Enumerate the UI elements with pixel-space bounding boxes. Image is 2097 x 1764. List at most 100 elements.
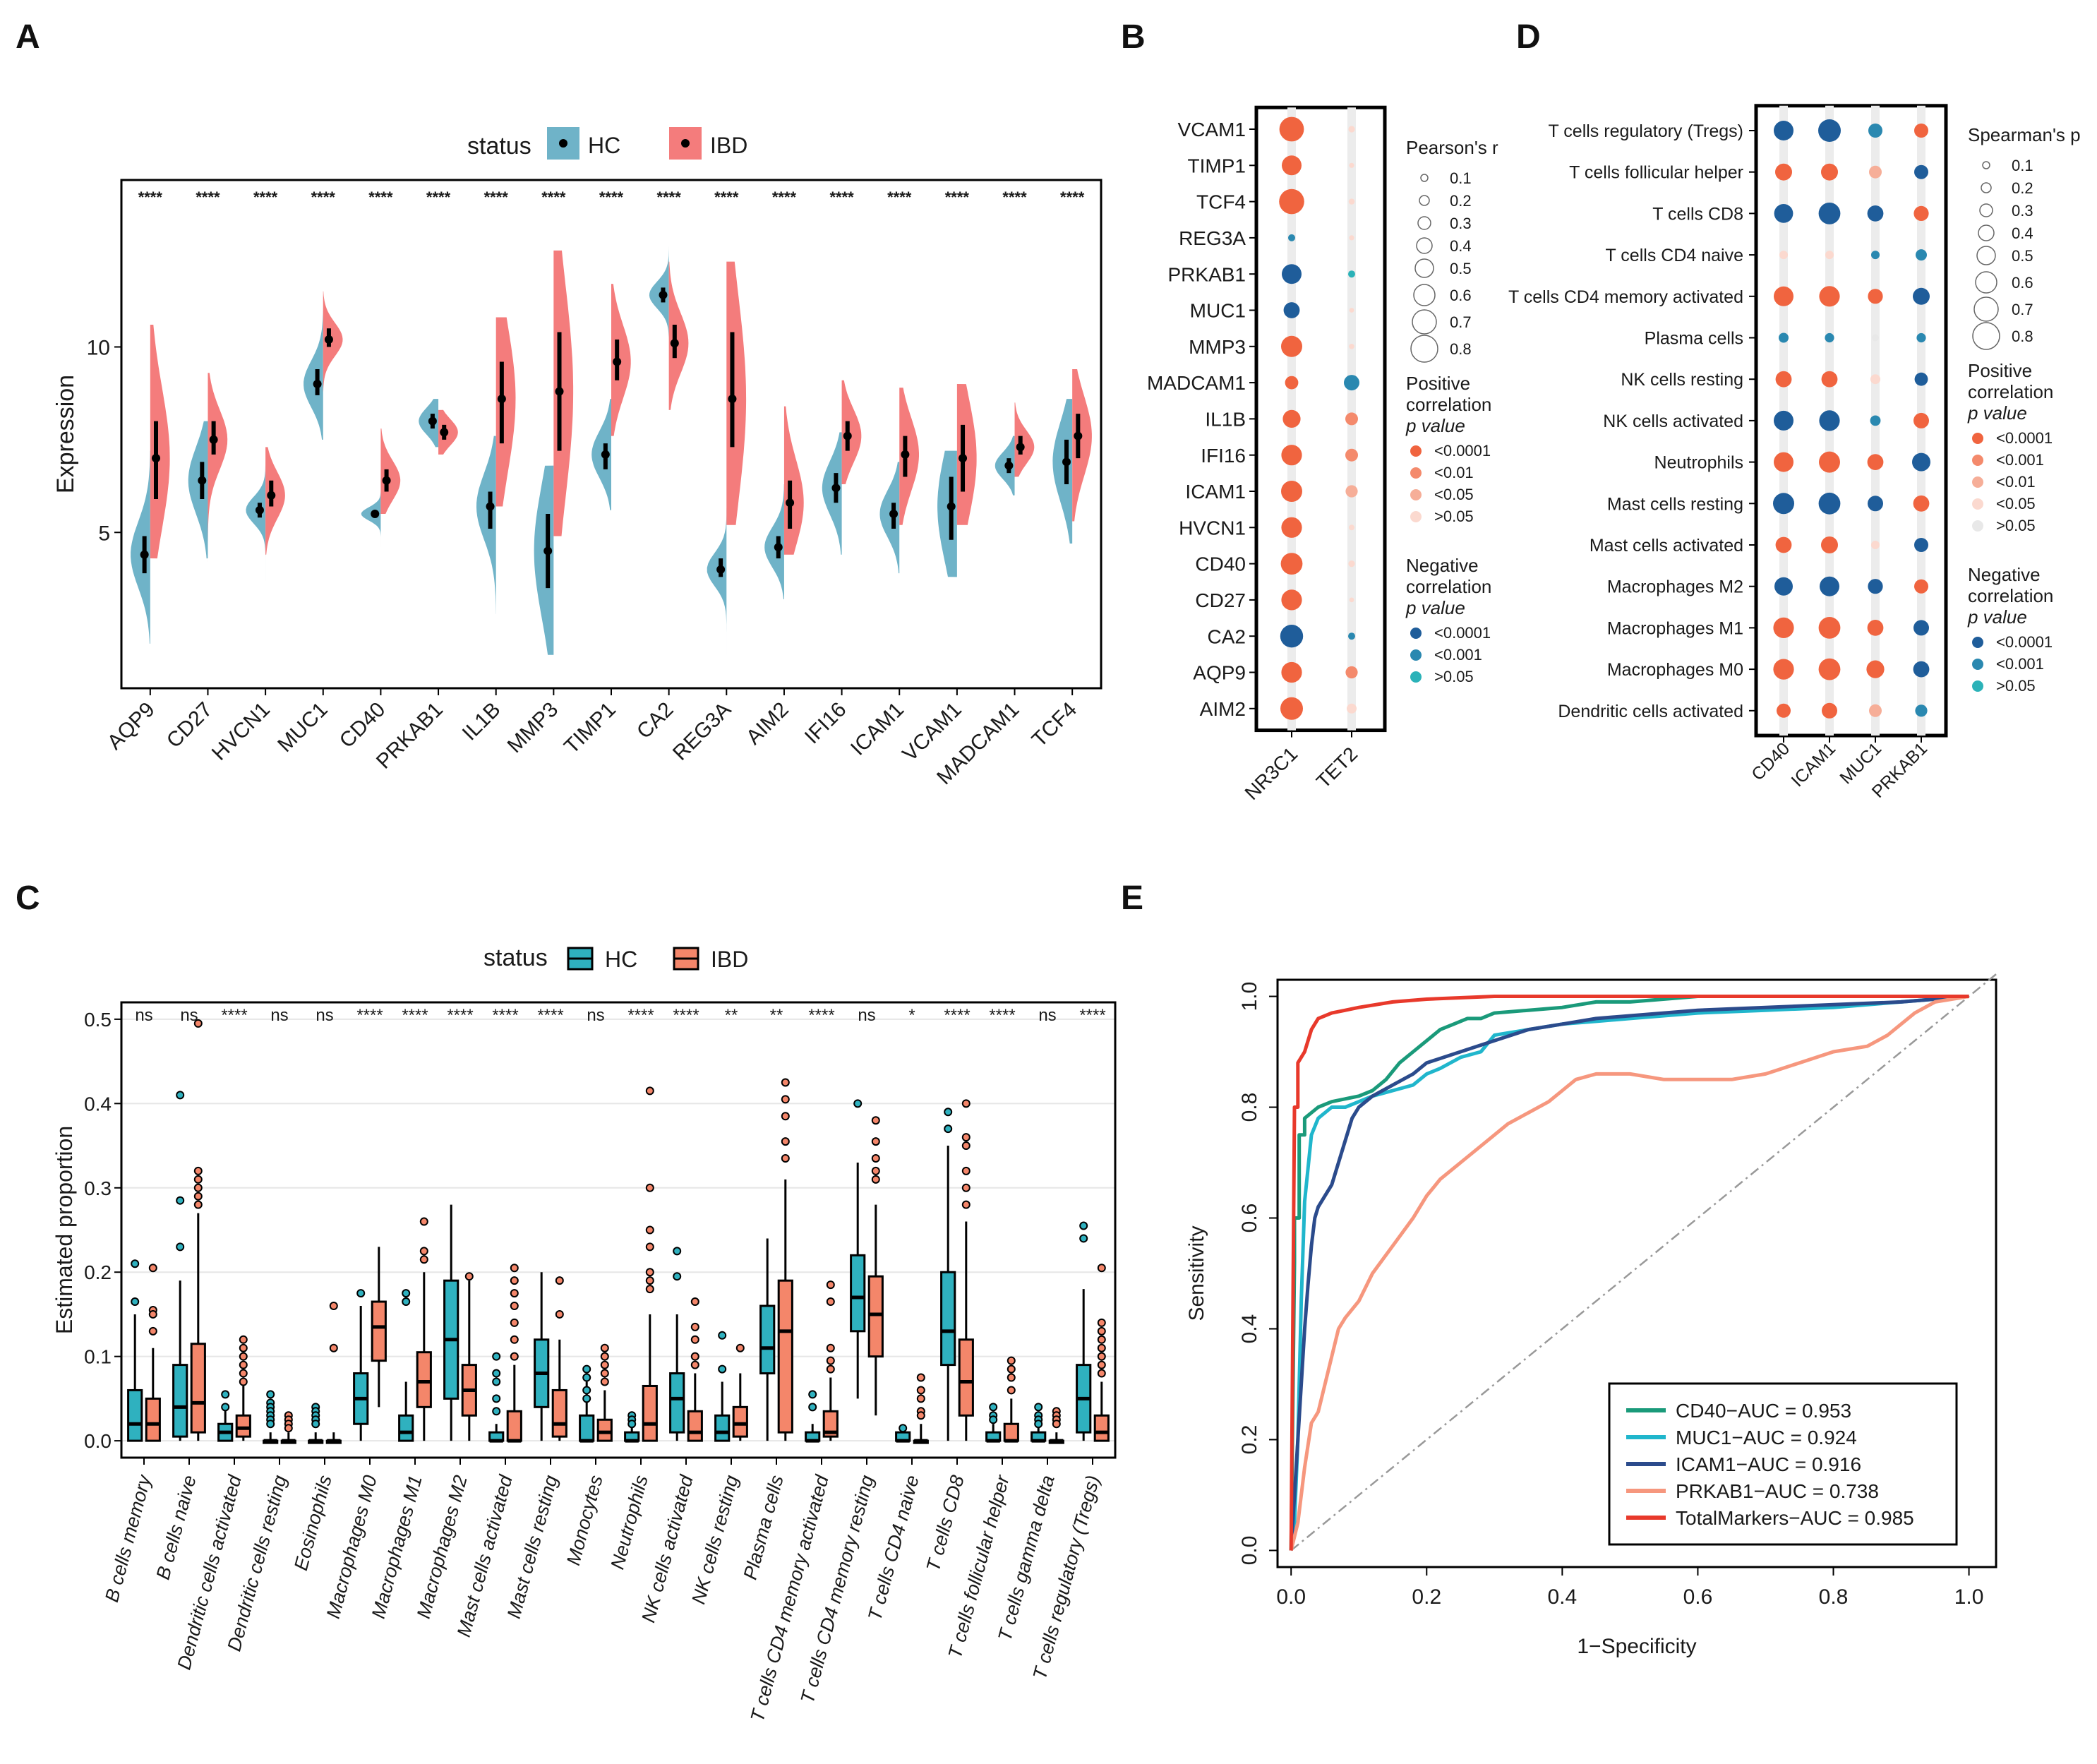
box-ibd-mast-cells-activated xyxy=(506,1410,522,1442)
outlier-hc-mast-cells-activated-2 xyxy=(492,1377,501,1386)
positive-legend-dot-0 xyxy=(1410,445,1422,457)
outlier-ibd-mast-cells-activated-2 xyxy=(510,1289,519,1298)
x-tick-label-b-cells-memory: B cells memory xyxy=(101,1472,155,1604)
outlier-hc-mast-cells-activated-0 xyxy=(492,1352,501,1361)
y-tick-label: 0.4 xyxy=(1238,1314,1261,1344)
roc-curve-prkab1 xyxy=(1289,995,1970,1552)
median-ibd-prkab1 xyxy=(440,428,449,437)
dot-madcam1-tet2 xyxy=(1344,375,1359,391)
median-hc-madcam1 xyxy=(1004,461,1014,470)
outlier-ibd-eosinophils-1 xyxy=(329,1343,338,1352)
outlier-ibd-t-cells-cd4-memory-resting-1 xyxy=(871,1137,880,1146)
significance-macrophages-m2: **** xyxy=(447,1006,473,1025)
x-tick-label-nk-cells-resting: NK cells resting xyxy=(687,1473,743,1607)
dot-timp1-nr3c1 xyxy=(1282,155,1302,176)
panel-b-letter: B xyxy=(1121,18,1146,56)
dot-macrophages-m1-muc1 xyxy=(1867,620,1884,636)
significance-dendritic-cells-activated: **** xyxy=(221,1006,247,1025)
outlier-ibd-plasma-cells-4 xyxy=(781,1153,790,1163)
box-ibd-t-cells-cd8 xyxy=(958,1338,974,1417)
violin-hc-muc1 xyxy=(304,294,323,440)
size-legend-circle-6 xyxy=(1973,296,1999,322)
dot-tcf4-nr3c1 xyxy=(1279,188,1304,215)
violin-hc-hvcn1 xyxy=(246,462,266,581)
significance-timp1: **** xyxy=(599,188,624,206)
violin-ibd-cd27 xyxy=(208,373,228,563)
box-ibd-plasma-cells xyxy=(777,1279,793,1434)
median-ibd-timp1 xyxy=(613,357,622,366)
dot-vcam1-tet2 xyxy=(1348,126,1355,133)
dot-nk-cells-activated-cd40 xyxy=(1774,410,1793,431)
positive-legend-title-2: p value xyxy=(1405,415,1465,436)
row-label-dendritic-cells-activated: Dendritic cells activated xyxy=(1558,702,1743,721)
median-hc-reg3a xyxy=(716,565,726,574)
median-hc-mmp3 xyxy=(543,546,553,556)
box-hc-b-cells-naive xyxy=(172,1364,188,1438)
row-label-plasma-cells: Plasma cells xyxy=(1645,329,1743,349)
dot-macrophages-m0-icam1 xyxy=(1818,658,1841,680)
outlier-ibd-t-cells-regulatory-tregs-2 xyxy=(1097,1326,1106,1336)
violin-ibd-cd40 xyxy=(380,428,401,514)
outlier-ibd-t-cells-cd4-memory-resting-4 xyxy=(871,1175,880,1184)
dot-macrophages-m1-icam1 xyxy=(1818,617,1841,639)
dot-mast-cells-activated-muc1 xyxy=(1871,541,1880,549)
dot-hvcn1-tet2 xyxy=(1349,524,1354,531)
outlier-ibd-monocytes-2 xyxy=(600,1360,609,1369)
significance-dendritic-cells-resting: ns xyxy=(270,1006,288,1025)
size-legend-circle-0 xyxy=(1982,161,1990,169)
size-legend-label-3: 0.4 xyxy=(2012,224,2033,242)
roc-curve-muc1 xyxy=(1289,995,1969,1551)
size-legend-circle-1 xyxy=(1419,195,1430,206)
row-label-vcam1: VCAM1 xyxy=(1178,119,1246,140)
outlier-ibd-mast-cells-resting-0 xyxy=(555,1276,564,1285)
outlier-hc-t-cells-follicular-helper-2 xyxy=(989,1415,998,1424)
box-ibd-t-cells-cd4-memory-activated xyxy=(822,1410,839,1438)
y-tick-label: 0.1 xyxy=(84,1346,112,1368)
y-tick-label: 0.0 xyxy=(1238,1536,1261,1566)
outlier-ibd-neutrophils-1 xyxy=(645,1183,654,1192)
panel-e-roc-chart: 0.0 0.2 0.4 0.6 0.8 1.0 0.0 0.2 0.4 0.6 0.8 1.0 1−Sp… xyxy=(1185,973,1997,1658)
positive-legend-title-2: p value xyxy=(1967,402,2027,424)
x-tick-label-monocytes: Monocytes xyxy=(563,1473,607,1568)
outlier-ibd-t-cells-follicular-helper-0 xyxy=(1007,1356,1016,1365)
roc-curve-totalmarkers xyxy=(1289,995,1969,1551)
outlier-hc-t-cells-cd4-memory-resting-0 xyxy=(853,1099,863,1108)
significance-aqp9: **** xyxy=(138,188,163,206)
y-tick-label: 0.2 xyxy=(1238,1425,1261,1455)
violin-ibd-reg3a xyxy=(726,261,747,525)
row-label-mast-cells-activated: Mast cells activated xyxy=(1590,536,1743,556)
positive-legend-label-3: >0.05 xyxy=(1434,508,1474,525)
outlier-hc-dendritic-cells-activated-1 xyxy=(221,1403,230,1412)
dot-macrophages-m1-cd40 xyxy=(1773,617,1794,639)
outlier-ibd-plasma-cells-0 xyxy=(781,1078,790,1087)
violin-ibd-muc1 xyxy=(323,291,343,392)
dot-t-cells-cd8-cd40 xyxy=(1774,204,1793,223)
dot-mast-cells-resting-cd40 xyxy=(1773,493,1794,515)
violin-hc-aim2 xyxy=(764,484,784,599)
negative-legend-label-0: <0.0001 xyxy=(1434,624,1491,642)
positive-legend-dot-1 xyxy=(1410,467,1422,479)
outlier-ibd-b-cells-naive-3 xyxy=(193,1183,203,1192)
significance-ifi16: **** xyxy=(829,188,854,206)
x-tick-label-b-cells-naive: B cells naive xyxy=(152,1473,200,1582)
median-ibd-icam1 xyxy=(901,450,910,459)
row-label-prkab1: PRKAB1 xyxy=(1168,263,1246,285)
outlier-ibd-b-cells-naive-4 xyxy=(193,1192,203,1201)
significance-muc1: **** xyxy=(311,188,336,206)
outlier-ibd-t-cells-cd4-memory-activated-4 xyxy=(826,1364,835,1374)
dot-vcam1-nr3c1 xyxy=(1279,116,1304,142)
x-tick-label-il1b: IL1B xyxy=(458,698,505,745)
dot-nk-cells-resting-cd40 xyxy=(1775,371,1792,388)
dot-nk-cells-resting-icam1 xyxy=(1821,371,1838,388)
violin-ibd-ifi16 xyxy=(841,380,862,484)
outlier-hc-nk-cells-resting-0 xyxy=(718,1331,727,1340)
negative-legend-title-0: Negative xyxy=(1406,555,1479,576)
dot-t-cells-cd4-memory-activated-prkab1 xyxy=(1913,287,1930,305)
x-tick-label-aim2: AIM2 xyxy=(742,698,793,750)
column-label-icam1: ICAM1 xyxy=(1787,738,1839,791)
significance-icam1: **** xyxy=(887,188,912,206)
outlier-hc-mast-cells-activated-4 xyxy=(492,1407,501,1416)
plot-frame xyxy=(1276,978,1997,1568)
dot-dendritic-cells-activated-icam1 xyxy=(1822,702,1837,719)
